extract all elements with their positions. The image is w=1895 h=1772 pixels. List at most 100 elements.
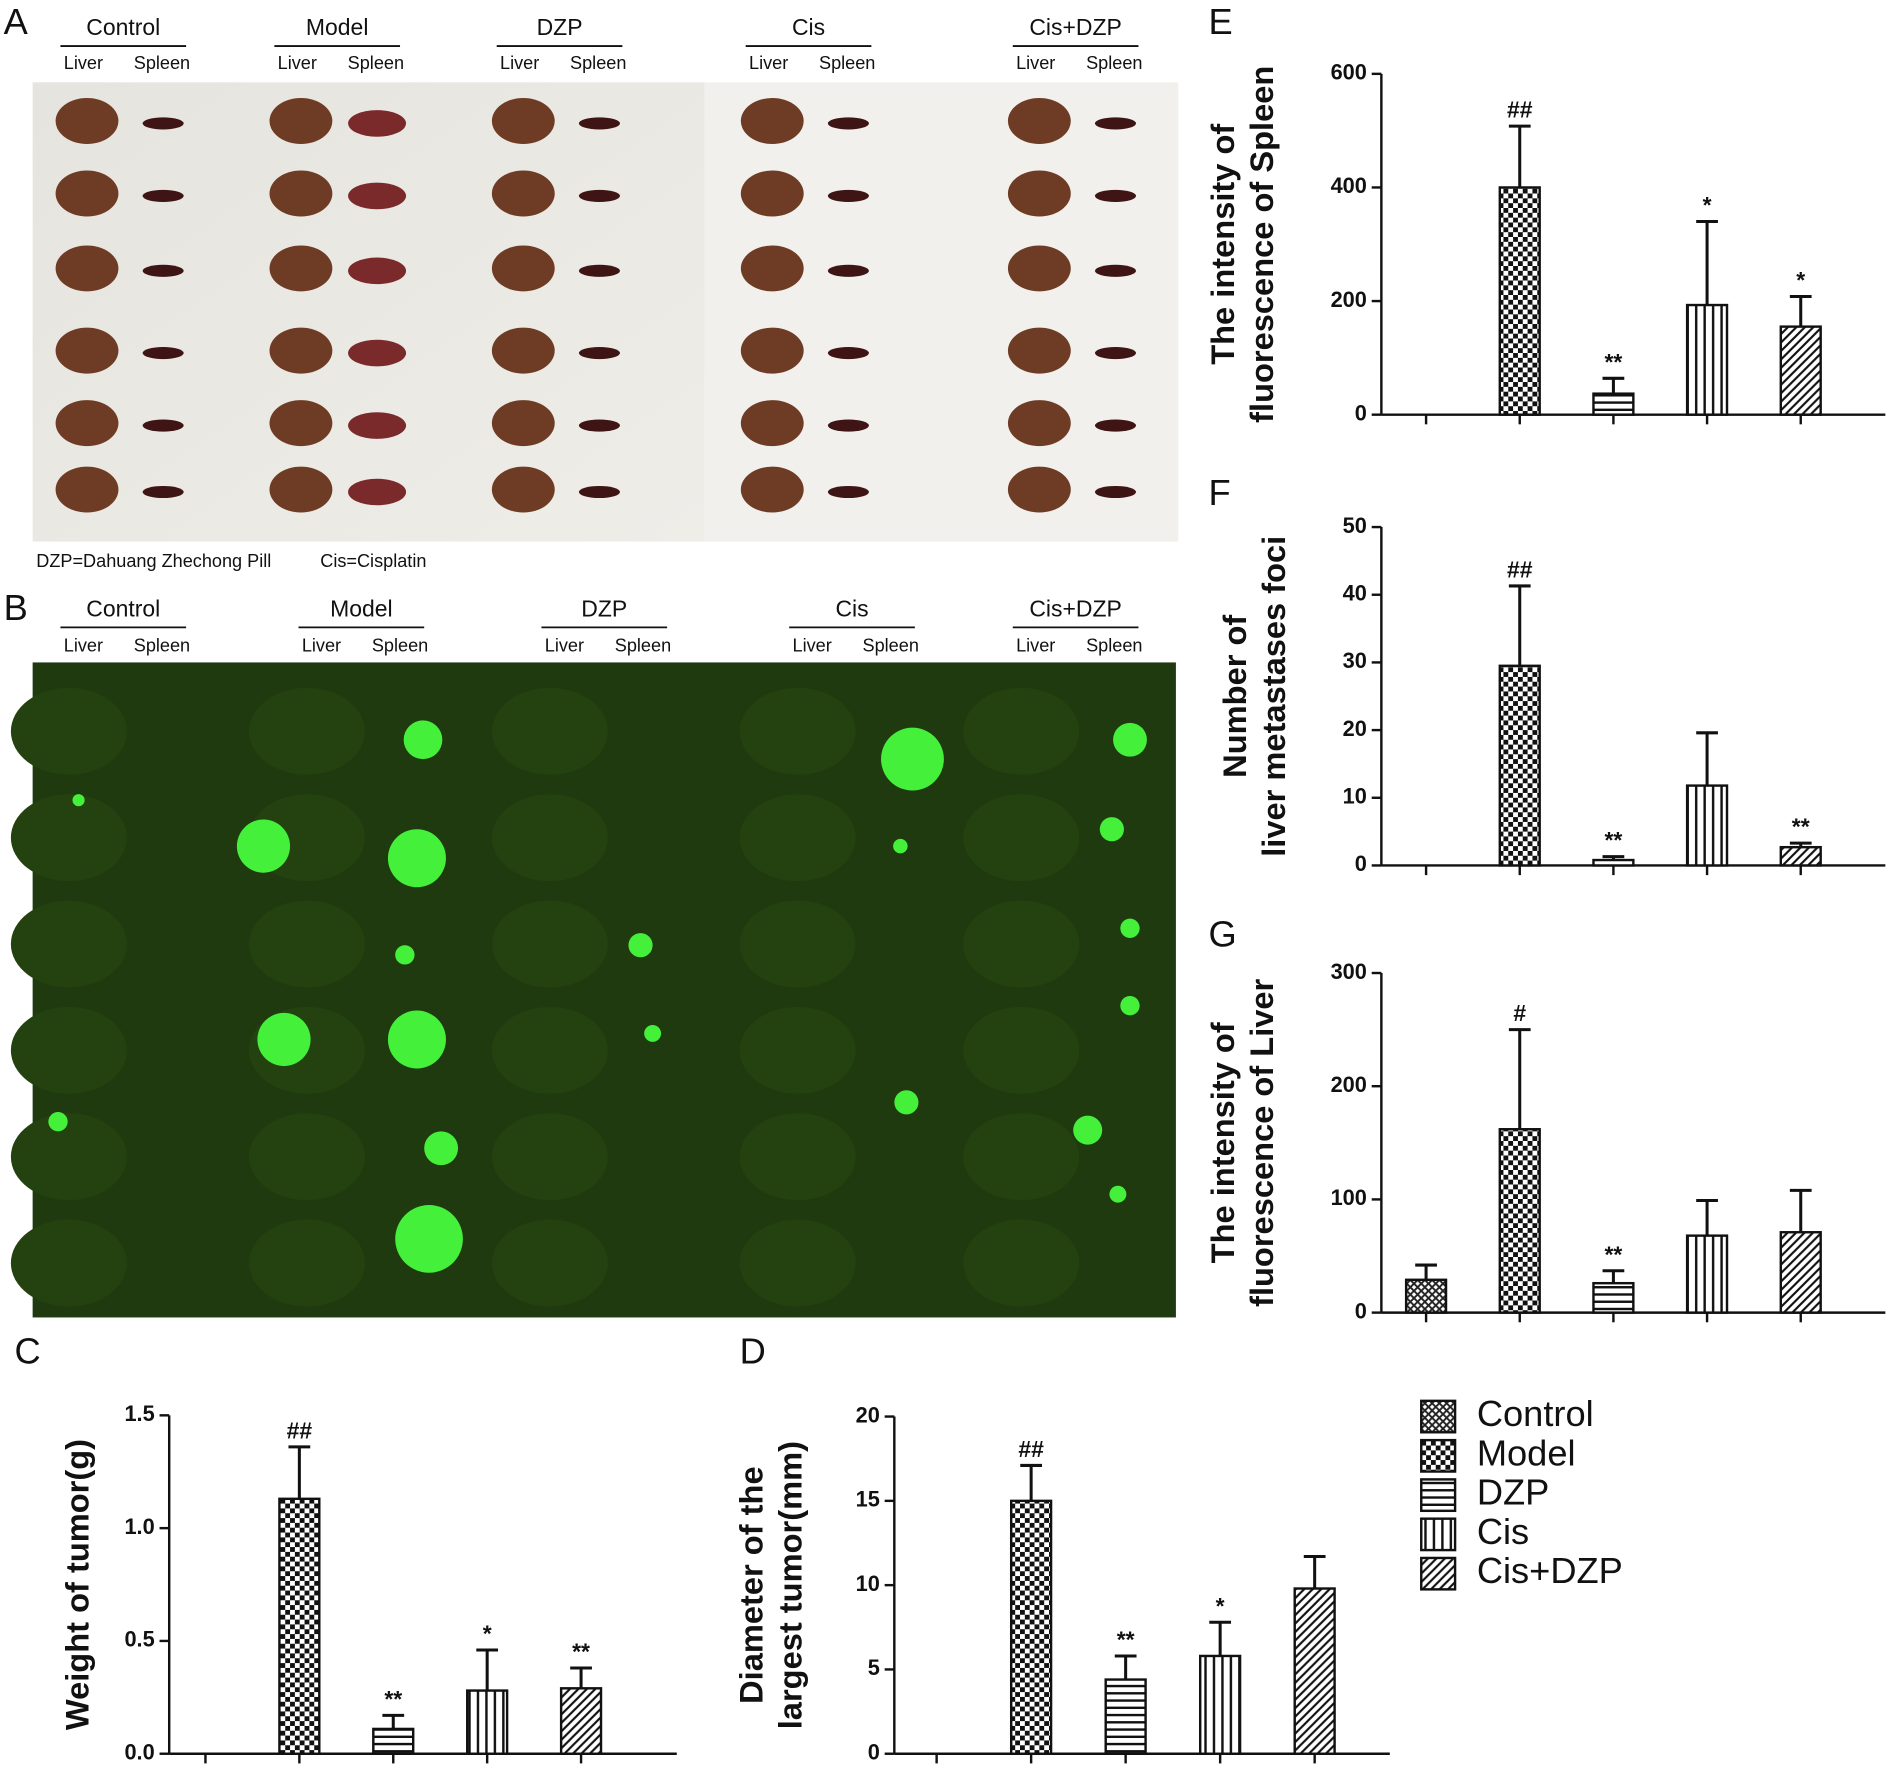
- fluorescence-spot: [1113, 722, 1147, 757]
- photo-a-left: [32, 82, 705, 542]
- spleen-photo: [827, 264, 869, 277]
- bar: [1685, 303, 1729, 416]
- liver-glow: [10, 687, 127, 775]
- group-label: Cis+DZP: [1029, 14, 1121, 40]
- significance-mark: ##: [1507, 557, 1533, 583]
- error-bar: [1696, 220, 1718, 306]
- liver-glow: [963, 1006, 1080, 1094]
- liver-photo: [55, 400, 119, 447]
- liver-photo: [269, 400, 333, 447]
- significance-mark: *: [1796, 267, 1805, 293]
- spleen-photo: [348, 257, 407, 285]
- group-label: Cis: [835, 596, 868, 622]
- liver-glow: [963, 1113, 1080, 1201]
- legend-swatch: [1420, 1399, 1457, 1434]
- legend-label: Control: [1477, 1393, 1594, 1434]
- significance-mark: #: [1513, 1000, 1526, 1026]
- significance-mark: *: [483, 1621, 492, 1647]
- error-bar: [476, 1648, 499, 1691]
- organ-label: Liver: [749, 53, 788, 73]
- liver-photo: [740, 170, 804, 217]
- liver-photo: [55, 327, 119, 374]
- y-axis-label: fluorescence of Spleen: [1243, 66, 1280, 423]
- liver-glow: [963, 687, 1080, 775]
- panel-letter: B: [4, 587, 28, 628]
- liver-photo: [269, 170, 333, 217]
- spleen-photo: [142, 419, 184, 432]
- significance-mark: **: [1604, 827, 1622, 853]
- spleen-photo: [578, 419, 620, 432]
- spleen-photo: [348, 339, 407, 367]
- legend-label: DZP: [1477, 1472, 1550, 1513]
- bar: [1498, 186, 1541, 416]
- liver-photo: [55, 245, 119, 292]
- spleen-photo: [348, 182, 407, 210]
- error-bar: [1602, 376, 1625, 394]
- liver-photo: [740, 466, 804, 513]
- legend-swatch: [1420, 1556, 1457, 1591]
- error-bar: [1303, 1554, 1326, 1589]
- organ-label: Spleen: [570, 53, 626, 73]
- legend-swatch: [1420, 1478, 1457, 1513]
- significance-mark: *: [1216, 1593, 1225, 1619]
- liver-photo: [491, 400, 555, 447]
- liver-photo: [491, 98, 555, 144]
- spleen-photo: [142, 189, 184, 202]
- error-bar: [1602, 1269, 1625, 1284]
- organ-label: Spleen: [1086, 53, 1142, 73]
- group-label: Control: [86, 14, 160, 40]
- organ-label: Spleen: [615, 635, 671, 655]
- fluorescence-spot: [1109, 1185, 1127, 1203]
- significance-mark: ##: [1018, 1436, 1044, 1462]
- liver-photo: [1007, 98, 1071, 144]
- liver-photo: [55, 98, 119, 144]
- error-bar: [1508, 584, 1531, 666]
- liver-glow: [248, 1113, 365, 1201]
- fluorescence-spot: [48, 1111, 68, 1132]
- fluorescence-spot: [236, 819, 291, 873]
- liver-photo: [1007, 466, 1071, 513]
- y-tick-label: 1.5: [124, 1401, 154, 1426]
- photo-a-right: [704, 82, 1179, 542]
- bar: [1685, 1234, 1729, 1314]
- fluorescence-spot: [403, 720, 443, 760]
- liver-glow: [248, 900, 365, 988]
- fluorescence-spot: [424, 1131, 459, 1166]
- organ-label: Spleen: [372, 635, 428, 655]
- significance-mark: **: [1792, 814, 1810, 840]
- y-tick-label: 600: [1331, 60, 1367, 85]
- fluorescence-spot: [893, 838, 908, 854]
- spleen-photo: [348, 478, 407, 506]
- y-tick-label: 5: [868, 1655, 880, 1680]
- liver-glow: [963, 900, 1080, 988]
- spleen-photo: [1094, 419, 1137, 432]
- spleen-photo: [1094, 264, 1137, 277]
- liver-photo: [491, 466, 555, 513]
- liver-photo: [269, 245, 333, 292]
- group-label: Model: [330, 596, 393, 622]
- photo-note: Cis=Cisplatin: [320, 551, 426, 571]
- legend-label: Model: [1477, 1432, 1576, 1473]
- spleen-photo: [1094, 485, 1137, 499]
- liver-glow: [491, 794, 608, 882]
- panel-letter: F: [1209, 472, 1231, 513]
- y-axis-label: The intensity of: [1204, 124, 1241, 365]
- liver-glow: [248, 687, 365, 775]
- error-bar: [1020, 1463, 1043, 1501]
- bar: [1009, 1499, 1053, 1755]
- error-bar: [1508, 124, 1531, 188]
- y-tick-label: 400: [1331, 173, 1367, 198]
- panel-letter: E: [1209, 1, 1233, 42]
- bar: [372, 1727, 415, 1755]
- y-tick-label: 300: [1331, 959, 1367, 984]
- y-axis-label: The intensity of: [1204, 1022, 1241, 1263]
- liver-glow: [739, 1006, 856, 1094]
- spleen-photo: [578, 264, 620, 277]
- y-tick-label: 0: [1355, 851, 1367, 876]
- y-axis-label: Number of: [1216, 615, 1253, 778]
- liver-photo: [1007, 327, 1071, 374]
- bar: [1498, 1128, 1541, 1314]
- y-tick-label: 0: [1355, 400, 1367, 425]
